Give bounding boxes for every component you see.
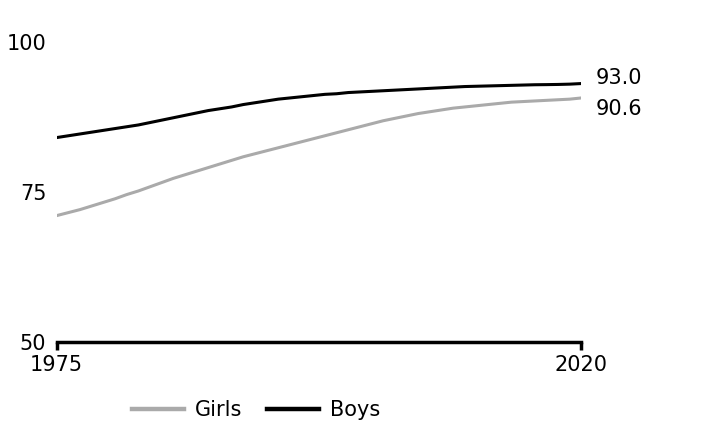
Text: 90.6: 90.6 — [596, 99, 642, 119]
Text: 93.0: 93.0 — [596, 68, 642, 88]
Legend: Girls, Boys: Girls, Boys — [124, 392, 389, 428]
